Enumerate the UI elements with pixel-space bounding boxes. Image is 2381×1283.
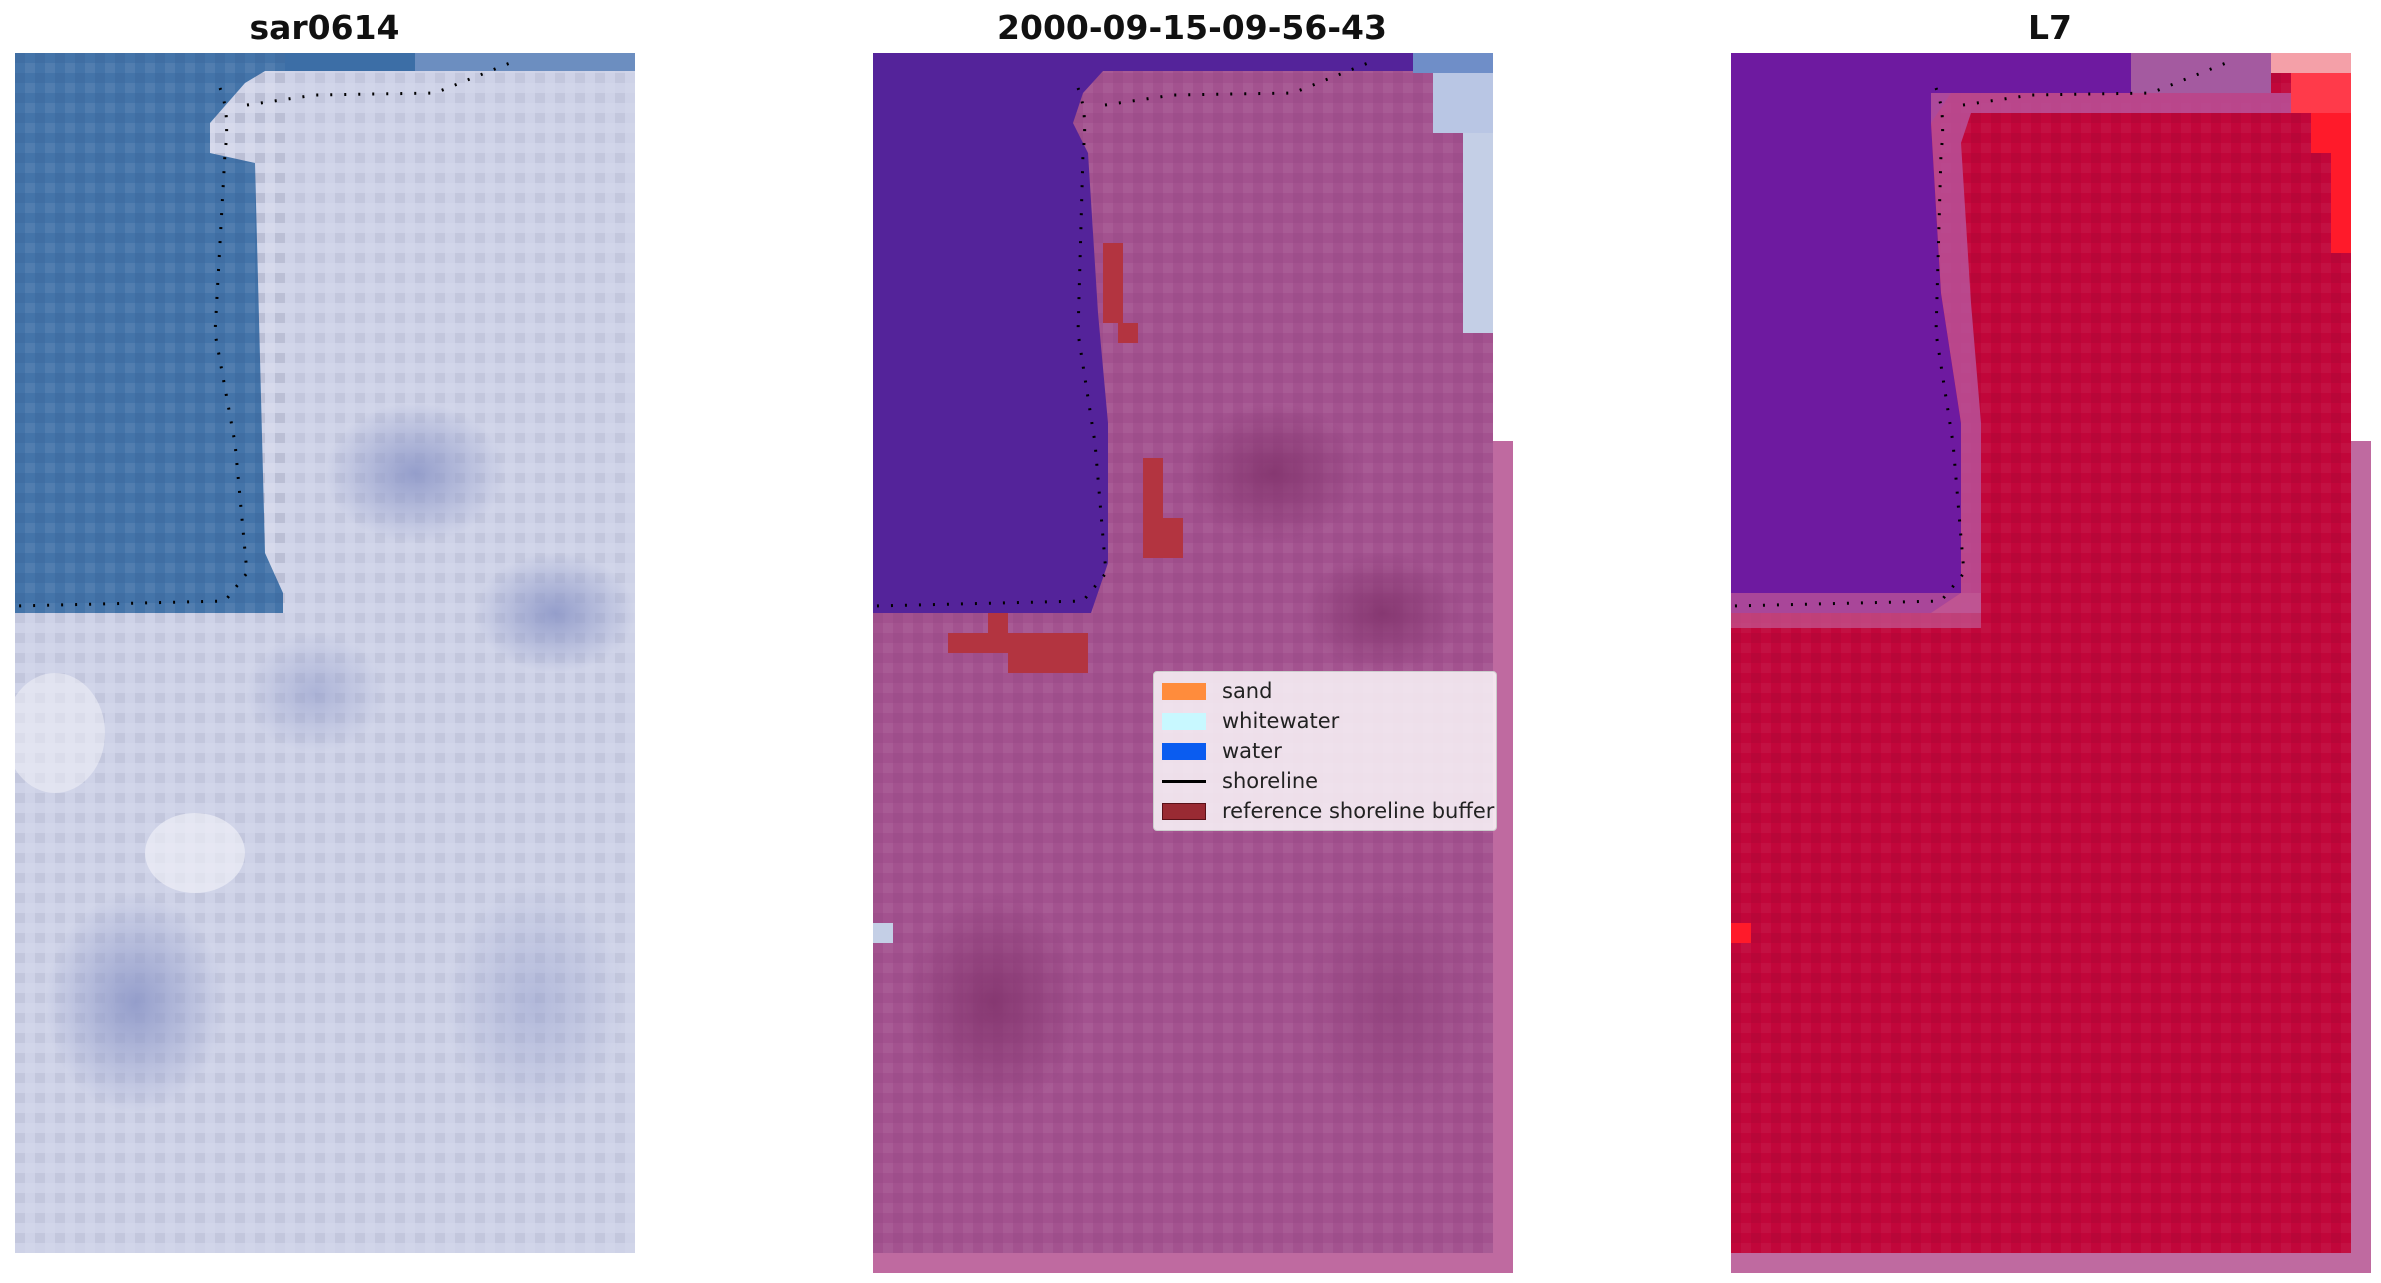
legend-label: water	[1222, 739, 1282, 763]
index-image	[1731, 53, 2371, 1273]
legend-item-sand: sand	[1162, 678, 1272, 704]
panel-title-index: L7	[2028, 8, 2072, 47]
legend-label: sand	[1222, 679, 1273, 703]
low-index-area	[1731, 53, 2131, 613]
rgb-image-panel	[15, 53, 635, 1253]
legend: sand whitewater water shoreline referenc…	[1153, 671, 1497, 831]
whitewater-swatch	[1162, 712, 1206, 730]
legend-item-shoreline: shoreline	[1162, 768, 1318, 794]
panel-title-classified: 2000-09-15-09-56-43	[997, 8, 1387, 47]
buffer-swatch	[1162, 802, 1206, 820]
legend-label: whitewater	[1222, 709, 1340, 733]
classified-image-panel	[873, 53, 1513, 1273]
legend-item-water: water	[1162, 738, 1282, 764]
water-swatch	[1162, 742, 1206, 760]
legend-item-whitewater: whitewater	[1162, 708, 1339, 734]
sand-swatch	[1162, 682, 1206, 700]
rgb-image	[15, 53, 635, 1253]
buffer-segment	[1103, 243, 1123, 323]
shoreline-swatch	[1162, 779, 1206, 783]
classified-image	[873, 53, 1513, 1273]
index-image-panel	[1731, 53, 2371, 1273]
panel-title-rgb: sar0614	[249, 8, 400, 47]
water-class	[873, 53, 1413, 613]
legend-label: shoreline	[1222, 769, 1319, 793]
legend-label: reference shoreline buffer	[1222, 799, 1495, 823]
legend-item-reference-buffer: reference shoreline buffer	[1162, 798, 1494, 824]
